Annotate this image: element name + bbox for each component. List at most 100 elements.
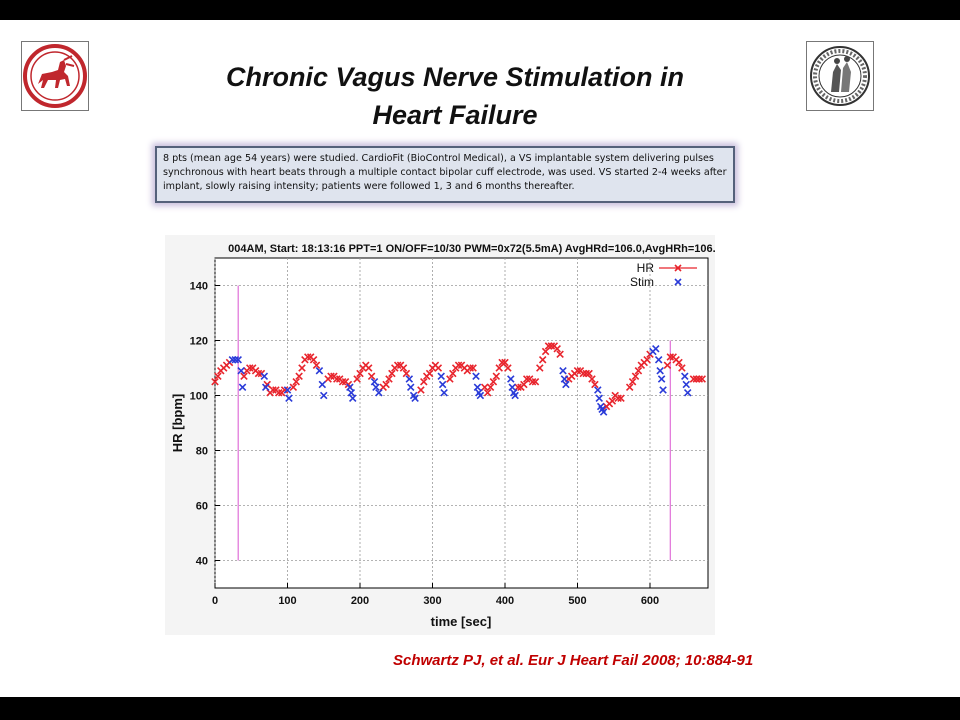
hr-point xyxy=(489,377,498,386)
hr-point xyxy=(582,369,590,378)
x-tick-label: 300 xyxy=(423,595,441,607)
stim-point xyxy=(599,408,608,416)
hr-point xyxy=(501,358,509,367)
hr-point xyxy=(353,375,361,383)
y-axis-ticks: 40 60 80 100 120 140 xyxy=(190,281,220,568)
stim-point xyxy=(654,355,663,364)
hr-point xyxy=(573,366,582,375)
hr-point xyxy=(469,364,477,372)
hr-point xyxy=(327,372,335,381)
stim-point xyxy=(440,388,448,397)
hr-point xyxy=(628,377,637,386)
legend-marker-stim xyxy=(674,278,682,286)
stim-point xyxy=(437,372,445,381)
stim-point xyxy=(283,386,292,394)
stim-point xyxy=(228,355,237,364)
hr-point xyxy=(495,364,503,372)
hr-point xyxy=(625,383,634,392)
stim-point xyxy=(370,377,379,386)
stim-point xyxy=(319,391,328,400)
stim-point xyxy=(507,375,515,383)
y-tick-label: 100 xyxy=(190,391,208,403)
stim-point xyxy=(315,366,324,375)
hr-point xyxy=(553,344,561,353)
stim-point xyxy=(438,380,447,389)
hr-point xyxy=(304,353,312,361)
hr-point xyxy=(579,369,588,378)
hr-point xyxy=(292,377,300,386)
stim-point xyxy=(237,366,245,375)
hr-point xyxy=(547,342,556,350)
hr-point xyxy=(698,375,706,383)
hr-point xyxy=(531,377,540,386)
legend-marker-hr xyxy=(674,264,682,272)
hr-point xyxy=(541,347,550,356)
hr-point xyxy=(269,386,277,394)
stim-point xyxy=(659,386,667,394)
hr-point xyxy=(585,369,593,378)
stim-point xyxy=(472,372,480,381)
x-tick-label: 600 xyxy=(641,595,659,607)
stim-point xyxy=(260,372,269,381)
hr-point xyxy=(338,377,347,386)
hr-point xyxy=(434,364,443,372)
legend-label-stim: Stim xyxy=(630,275,654,289)
stim-point xyxy=(560,375,569,383)
hr-point xyxy=(240,372,248,381)
stim-point xyxy=(411,394,419,403)
x-tick-label: 200 xyxy=(351,595,369,607)
stim-point xyxy=(231,355,240,364)
stim-series xyxy=(228,344,692,416)
hr-point xyxy=(492,372,501,381)
y-tick-label: 140 xyxy=(190,281,208,293)
y-axis-label: HR [bpm] xyxy=(170,394,185,453)
hr-point xyxy=(663,361,672,370)
hr-point xyxy=(608,397,617,405)
hr-point xyxy=(536,364,544,372)
stim-point xyxy=(372,383,380,392)
stim-point xyxy=(594,386,602,394)
university-seal-logo xyxy=(806,41,874,111)
hr-point xyxy=(454,361,463,370)
hr-point xyxy=(312,361,321,370)
hr-point xyxy=(631,372,640,381)
stim-point xyxy=(261,383,270,392)
stim-point xyxy=(238,383,247,392)
hr-point xyxy=(382,380,390,389)
stim-point xyxy=(681,372,689,381)
hr-point xyxy=(514,383,522,392)
y-tick-label: 120 xyxy=(190,336,208,348)
hr-point xyxy=(538,355,547,364)
hr-point xyxy=(544,342,553,350)
stim-point xyxy=(318,380,327,389)
stim-point xyxy=(683,388,692,397)
hr-point xyxy=(393,361,402,370)
hr-point xyxy=(486,383,495,392)
hr-point xyxy=(695,375,704,383)
hr-point xyxy=(634,366,643,375)
x-tick-label: 100 xyxy=(278,595,296,607)
hr-point xyxy=(356,369,364,378)
stim-point xyxy=(511,391,519,400)
hr-point xyxy=(617,394,625,403)
hr-point xyxy=(309,355,318,364)
hr-point xyxy=(420,377,428,386)
y-tick-label: 60 xyxy=(196,501,208,513)
y-tick-label: 40 xyxy=(196,556,208,568)
hr-point xyxy=(402,369,411,378)
stim-point xyxy=(375,388,383,397)
hr-point xyxy=(246,364,254,372)
stim-point xyxy=(348,394,357,403)
hr-point xyxy=(588,375,596,383)
hr-point xyxy=(446,375,454,383)
stimulation-marker-lines xyxy=(237,285,671,561)
y-tick-label: 80 xyxy=(196,446,208,458)
slide-title: Chronic Vagus Nerve Stimulation in Heart… xyxy=(150,58,760,134)
hr-point xyxy=(504,364,512,372)
hr-point xyxy=(364,364,373,372)
legend-label-hr: HR xyxy=(637,261,655,275)
stim-point xyxy=(346,383,354,392)
stim-point xyxy=(405,375,414,383)
hr-point xyxy=(388,369,396,378)
stim-point xyxy=(595,394,604,403)
